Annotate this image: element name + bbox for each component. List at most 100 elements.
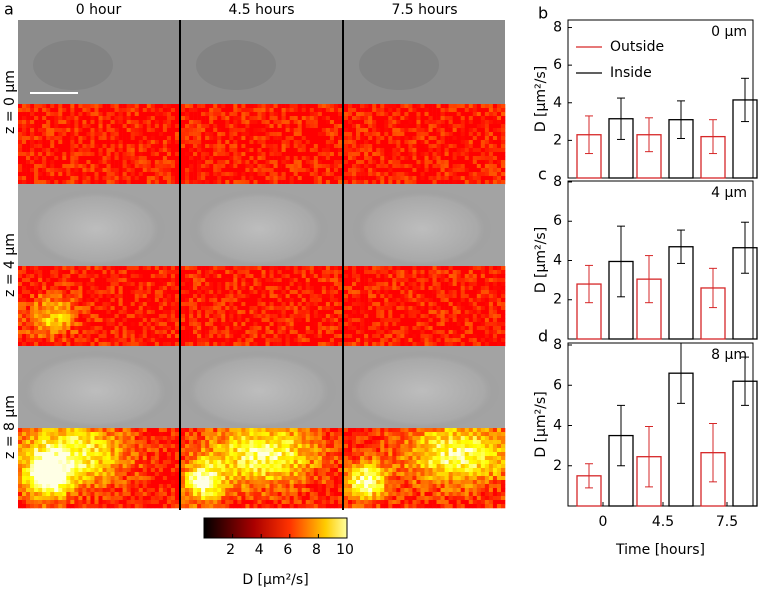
pixel bbox=[496, 132, 502, 137]
pixel bbox=[142, 294, 148, 299]
pixel bbox=[408, 124, 413, 129]
pixel bbox=[257, 294, 262, 299]
pixel bbox=[333, 180, 339, 185]
pixel bbox=[229, 298, 234, 303]
pixel bbox=[285, 176, 290, 181]
pixel bbox=[392, 306, 397, 311]
pixel bbox=[42, 112, 47, 117]
pixel bbox=[452, 298, 457, 303]
pixel bbox=[70, 148, 75, 153]
pixel bbox=[480, 180, 486, 185]
pixel bbox=[424, 128, 429, 133]
pixel bbox=[412, 104, 417, 109]
pixel bbox=[102, 326, 107, 331]
pixel bbox=[62, 266, 67, 271]
pixel bbox=[392, 176, 397, 181]
pixel bbox=[368, 104, 373, 109]
pixel bbox=[241, 322, 246, 327]
pixel bbox=[30, 160, 35, 165]
pixel bbox=[396, 342, 401, 347]
pixel bbox=[122, 128, 127, 133]
pixel bbox=[281, 282, 286, 287]
pixel bbox=[110, 342, 115, 347]
pixel bbox=[18, 318, 23, 323]
pixel bbox=[58, 342, 63, 347]
pixel bbox=[154, 318, 160, 323]
pixel bbox=[440, 290, 445, 295]
pixel bbox=[38, 310, 43, 315]
pixel bbox=[185, 322, 190, 327]
pixel bbox=[62, 160, 67, 165]
pixel bbox=[273, 116, 278, 121]
pixel bbox=[416, 112, 421, 117]
pixel bbox=[98, 318, 103, 323]
pixel bbox=[496, 176, 502, 181]
pixel bbox=[126, 148, 131, 153]
pixel bbox=[98, 302, 103, 307]
pixel bbox=[201, 290, 206, 295]
pixel bbox=[261, 310, 266, 315]
pixel bbox=[166, 152, 172, 157]
pixel bbox=[476, 124, 482, 129]
pixel bbox=[400, 172, 405, 177]
pixel bbox=[98, 168, 103, 173]
pixel bbox=[456, 104, 462, 109]
pixel bbox=[325, 180, 331, 185]
pixel bbox=[26, 266, 31, 271]
pixel bbox=[66, 116, 71, 121]
pixel bbox=[448, 290, 453, 295]
pixel bbox=[30, 140, 35, 145]
pixel bbox=[420, 302, 425, 307]
pixel bbox=[265, 338, 270, 343]
pixel bbox=[34, 124, 39, 129]
pixel bbox=[408, 322, 413, 327]
pixel bbox=[209, 140, 214, 145]
pixel bbox=[225, 128, 230, 133]
pixel bbox=[26, 274, 31, 279]
pixel bbox=[74, 322, 79, 327]
pixel bbox=[420, 136, 425, 141]
pixel bbox=[233, 132, 238, 137]
pixel bbox=[66, 338, 71, 343]
pixel bbox=[26, 128, 31, 133]
pixel bbox=[392, 270, 397, 275]
pixel bbox=[380, 290, 385, 295]
pixel bbox=[122, 330, 127, 335]
pixel bbox=[162, 160, 168, 165]
pixel bbox=[261, 164, 266, 169]
pixel bbox=[130, 306, 136, 311]
pixel bbox=[46, 314, 51, 319]
pixel bbox=[257, 104, 262, 109]
pixel bbox=[46, 168, 51, 173]
diffusion-map bbox=[181, 104, 343, 185]
pixel bbox=[325, 338, 331, 343]
pixel bbox=[305, 108, 311, 113]
pixel bbox=[90, 108, 95, 113]
pixel bbox=[408, 302, 413, 307]
pixel bbox=[209, 306, 214, 311]
pixel bbox=[233, 310, 238, 315]
pixel bbox=[448, 330, 453, 335]
pixel bbox=[46, 290, 51, 295]
pixel bbox=[492, 338, 498, 343]
pixel bbox=[364, 156, 369, 161]
pixel bbox=[22, 164, 27, 169]
pixel bbox=[162, 120, 168, 125]
pixel bbox=[297, 290, 303, 295]
pixel bbox=[253, 302, 258, 307]
pixel bbox=[74, 152, 79, 157]
pixel bbox=[233, 294, 238, 299]
pixel bbox=[22, 270, 27, 275]
pixel bbox=[42, 136, 47, 141]
pixel bbox=[321, 104, 327, 109]
pixel bbox=[416, 144, 421, 149]
pixel bbox=[348, 168, 353, 173]
pixel bbox=[404, 270, 409, 275]
pixel bbox=[301, 172, 307, 177]
pixel bbox=[118, 338, 123, 343]
pixel bbox=[54, 310, 59, 315]
pixel bbox=[356, 116, 361, 121]
pixel bbox=[400, 108, 405, 113]
pixel bbox=[205, 270, 210, 275]
